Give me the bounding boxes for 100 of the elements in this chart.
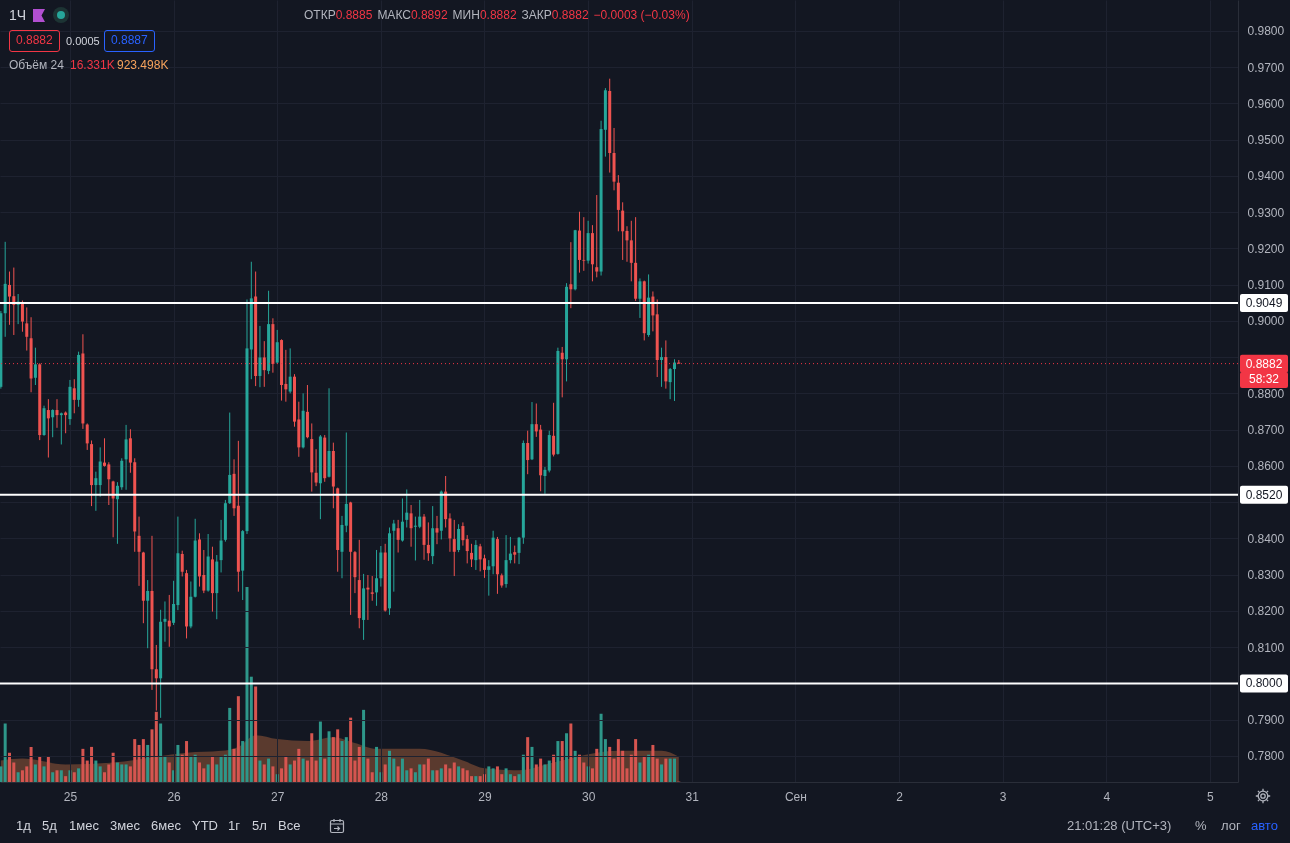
annotation: 0.8892 bbox=[410, 8, 448, 22]
bar bbox=[435, 770, 439, 782]
y-tick-label: 0.9200 bbox=[1247, 241, 1285, 256]
bar bbox=[344, 737, 348, 782]
bar bbox=[267, 758, 271, 782]
annotation: МАКС bbox=[377, 8, 411, 22]
y-tick-label: 0.9500 bbox=[1247, 133, 1285, 148]
candlestick bbox=[163, 600, 167, 643]
bar bbox=[409, 768, 413, 782]
candlestick bbox=[154, 644, 158, 712]
bar bbox=[569, 723, 573, 782]
annotation: Объём 24 bbox=[9, 58, 64, 73]
bar bbox=[297, 748, 301, 782]
text: 21:01:28 (UTC+3) bbox=[1067, 818, 1172, 834]
candlestick bbox=[85, 422, 89, 451]
x-tick-label: 25 bbox=[63, 789, 78, 804]
candlestick bbox=[517, 536, 521, 565]
bar bbox=[16, 772, 20, 782]
bar bbox=[94, 760, 98, 782]
candlestick bbox=[552, 402, 556, 457]
x-tick-label: 5 bbox=[1207, 789, 1215, 804]
bar bbox=[556, 741, 560, 782]
candlestick bbox=[435, 515, 439, 545]
y-tick-label: 0.9600 bbox=[1247, 96, 1285, 111]
candlestick bbox=[8, 271, 11, 326]
bar bbox=[400, 758, 404, 782]
bar bbox=[560, 741, 564, 782]
candlestick bbox=[107, 461, 111, 506]
bar bbox=[150, 729, 154, 782]
candlestick bbox=[46, 398, 50, 459]
bar bbox=[146, 744, 150, 782]
bar bbox=[664, 758, 668, 782]
candlestick bbox=[137, 516, 141, 587]
candlestick bbox=[595, 194, 599, 278]
bar bbox=[249, 676, 253, 782]
bar bbox=[72, 772, 76, 782]
bar bbox=[38, 756, 42, 782]
candlestick bbox=[258, 325, 262, 388]
y-tick-label: 0.9100 bbox=[1247, 278, 1285, 293]
bar bbox=[245, 587, 249, 782]
x-tick-label: 3 bbox=[999, 789, 1007, 804]
candlestick bbox=[344, 432, 348, 533]
candlestick bbox=[543, 466, 547, 495]
candlestick bbox=[20, 300, 24, 333]
bar bbox=[98, 766, 102, 782]
annotation: ЗАКР bbox=[521, 8, 552, 22]
candlestick bbox=[55, 398, 59, 429]
bar bbox=[81, 748, 85, 782]
bar bbox=[616, 739, 620, 782]
candlestick bbox=[560, 346, 564, 398]
bar bbox=[362, 709, 366, 782]
candlestick bbox=[487, 559, 491, 597]
bar bbox=[90, 746, 94, 782]
bar bbox=[595, 748, 599, 782]
bar bbox=[521, 754, 525, 782]
bar bbox=[3, 723, 7, 782]
text: 1г bbox=[228, 818, 240, 834]
bar bbox=[647, 754, 651, 782]
bar bbox=[193, 754, 197, 782]
candlestick bbox=[275, 329, 279, 365]
annotation: 16.331K bbox=[70, 58, 115, 73]
bar bbox=[206, 764, 210, 782]
text: 5л bbox=[252, 818, 267, 834]
bar bbox=[349, 717, 353, 782]
text: 3мес bbox=[110, 818, 140, 834]
bar bbox=[370, 772, 374, 782]
bar bbox=[660, 764, 664, 782]
bar bbox=[340, 741, 344, 782]
bar bbox=[254, 686, 258, 782]
y-tick-label: 0.8600 bbox=[1247, 459, 1285, 474]
bar bbox=[107, 764, 111, 782]
bar bbox=[552, 754, 556, 782]
candlestick bbox=[396, 519, 400, 554]
candlestick bbox=[413, 516, 417, 561]
annotation: 0.8885 bbox=[335, 8, 373, 22]
bar bbox=[215, 764, 219, 782]
bar bbox=[198, 762, 201, 782]
bar bbox=[634, 739, 638, 782]
bar bbox=[530, 746, 534, 782]
x-tick-label: 29 bbox=[478, 789, 492, 804]
bar bbox=[655, 758, 659, 782]
candlestick bbox=[426, 521, 430, 562]
bar bbox=[288, 764, 292, 782]
candlestick bbox=[457, 523, 461, 553]
candlestick bbox=[668, 367, 672, 400]
candlestick bbox=[219, 519, 223, 573]
candlestick bbox=[405, 488, 409, 528]
bar bbox=[55, 770, 59, 782]
bar bbox=[189, 756, 193, 782]
bar bbox=[668, 758, 672, 782]
text: лог bbox=[1221, 818, 1241, 834]
bar bbox=[387, 750, 391, 782]
bar bbox=[396, 766, 400, 782]
bar bbox=[577, 754, 581, 782]
candlestick bbox=[94, 471, 98, 512]
candlestick bbox=[621, 201, 625, 261]
bar bbox=[426, 758, 430, 782]
candlestick bbox=[392, 519, 396, 593]
y-tick-label: 0.8700 bbox=[1247, 423, 1285, 438]
bar bbox=[314, 760, 318, 782]
